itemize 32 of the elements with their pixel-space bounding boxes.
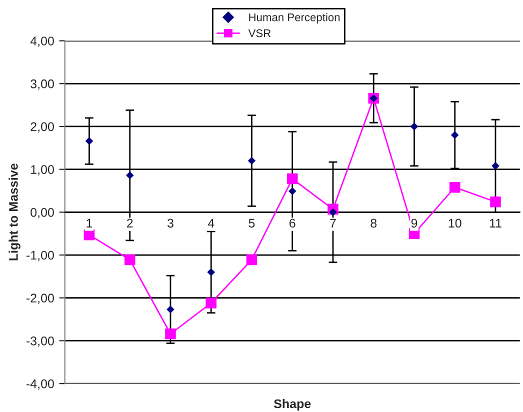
x-tick-label: 8 (370, 218, 377, 228)
x-tick-label: 6 (290, 218, 296, 228)
point (246, 254, 258, 266)
x-tick-label: 2 (127, 218, 133, 228)
x-tick-label: 3 (167, 218, 174, 228)
point (124, 254, 136, 266)
point (84, 230, 95, 240)
y-tick-label: -4,00 (26, 379, 54, 390)
y-tick-label: 4,00 (30, 36, 54, 47)
point (206, 298, 216, 308)
x-tick-label: 5 (248, 218, 255, 228)
x-tick-label: 4 (208, 218, 214, 228)
x-tick-label: 9 (411, 218, 418, 228)
y-tick-label: -1,00 (26, 250, 54, 262)
point (449, 182, 460, 193)
point (165, 328, 176, 340)
x-axis-title: Shape (274, 398, 311, 411)
point (490, 196, 501, 208)
x-tick-label: 11 (490, 218, 502, 228)
legend-label: VSR (248, 29, 271, 38)
x-tick-label: 7 (330, 218, 336, 228)
y-tick-label: 2,00 (30, 122, 54, 133)
x-tick-label: 1 (86, 218, 92, 228)
x-tick-label: 10 (448, 218, 462, 228)
point (286, 173, 298, 184)
y-tick-label: 3,00 (30, 79, 54, 90)
y-axis-title: Light to Massive (8, 164, 20, 260)
y-tick-label: 1,00 (31, 165, 54, 176)
y-tick-label: 0,00 (30, 208, 54, 218)
y-tick-label: -2,00 (26, 294, 54, 304)
y-tick-label: -3,00 (26, 336, 54, 347)
legend-label: Human Perception (249, 13, 340, 24)
